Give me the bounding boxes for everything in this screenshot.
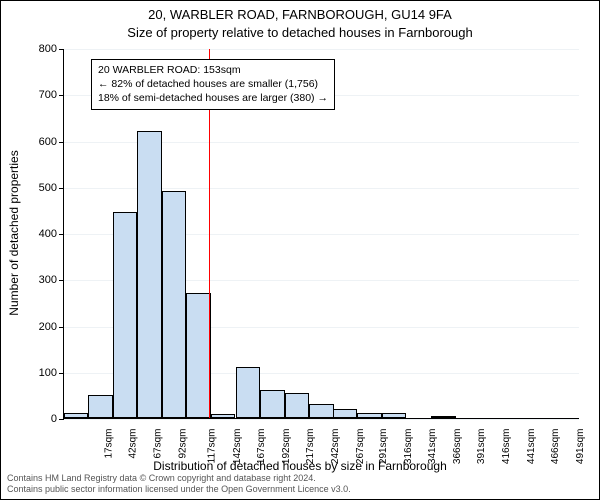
y-tick-mark — [59, 419, 64, 420]
histogram-bar — [113, 212, 138, 418]
histogram-bar — [285, 393, 310, 418]
y-tick-label: 700 — [17, 89, 57, 101]
x-tick-label: 67sqm — [152, 429, 163, 459]
histogram-bar — [357, 413, 382, 418]
histogram-bar — [333, 409, 358, 418]
y-tick-mark — [59, 95, 64, 96]
y-tick-label: 300 — [17, 274, 57, 286]
chart-container: 20, WARBLER ROAD, FARNBOROUGH, GU14 9FA … — [0, 0, 600, 500]
gridline — [64, 419, 579, 420]
histogram-bar — [186, 293, 211, 418]
y-tick-label: 400 — [17, 228, 57, 240]
y-tick-label: 500 — [17, 182, 57, 194]
y-tick-mark — [59, 188, 64, 189]
annotation-box: 20 WARBLER ROAD: 153sqm ← 82% of detache… — [91, 59, 335, 110]
y-tick-mark — [59, 49, 64, 50]
histogram-bar — [431, 416, 456, 418]
x-tick-label: 17sqm — [103, 429, 114, 459]
histogram-bar — [382, 413, 407, 418]
y-tick-label: 800 — [17, 43, 57, 55]
y-tick-label: 600 — [17, 136, 57, 148]
y-tick-label: 100 — [17, 367, 57, 379]
histogram-bar — [236, 367, 261, 418]
gridline — [64, 49, 579, 50]
histogram-bar — [137, 131, 162, 418]
y-tick-mark — [59, 327, 64, 328]
histogram-bar — [309, 404, 334, 418]
chart-title-subtitle: Size of property relative to detached ho… — [1, 25, 599, 40]
y-tick-mark — [59, 280, 64, 281]
annotation-line3: 18% of semi-detached houses are larger (… — [98, 91, 328, 105]
histogram-bar — [211, 414, 236, 418]
y-tick-mark — [59, 234, 64, 235]
histogram-bar — [64, 413, 89, 418]
annotation-line1: 20 WARBLER ROAD: 153sqm — [98, 63, 328, 77]
chart-title-address: 20, WARBLER ROAD, FARNBOROUGH, GU14 9FA — [1, 7, 599, 22]
x-tick-label: 92sqm — [177, 429, 188, 459]
y-tick-mark — [59, 142, 64, 143]
annotation-line2: ← 82% of detached houses are smaller (1,… — [98, 77, 328, 91]
histogram-bar — [162, 191, 187, 418]
x-tick-label: 42sqm — [128, 429, 139, 459]
y-tick-label: 200 — [17, 321, 57, 333]
copyright-text: Contains HM Land Registry data © Crown c… — [7, 473, 351, 495]
y-tick-label: 0 — [17, 413, 57, 425]
y-tick-mark — [59, 373, 64, 374]
histogram-bar — [260, 390, 285, 418]
histogram-bar — [88, 395, 113, 418]
x-axis-label: Distribution of detached houses by size … — [1, 459, 599, 473]
